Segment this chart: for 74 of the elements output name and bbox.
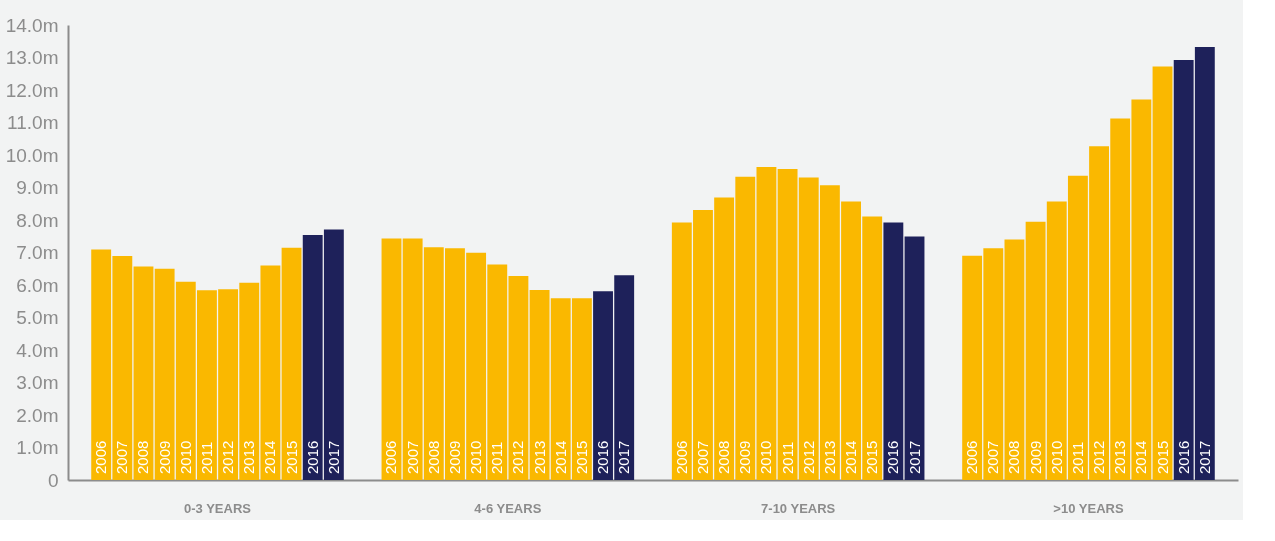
series-label: 2015 bbox=[572, 440, 590, 474]
bar bbox=[883, 222, 904, 480]
y-tick-label: 14.0m bbox=[5, 14, 59, 36]
series-label: 2017 bbox=[1195, 440, 1213, 474]
x-tick-label: >10 YEARS bbox=[1053, 500, 1124, 516]
bar bbox=[381, 238, 402, 480]
text: 2017 bbox=[615, 440, 633, 474]
text: 2007 bbox=[693, 440, 711, 474]
bar bbox=[904, 236, 925, 480]
x-tick-label: 0-3 YEARS bbox=[184, 500, 252, 516]
text: 2010 bbox=[176, 440, 194, 474]
series-label: 2013 bbox=[820, 440, 838, 474]
text: 2016 bbox=[303, 440, 321, 474]
y-tick-label: 11.0m bbox=[7, 112, 59, 133]
text: 2009 bbox=[445, 440, 463, 474]
text: 2006 bbox=[382, 440, 400, 474]
y-tick-label: 1.0m bbox=[16, 437, 59, 458]
text: 2007 bbox=[403, 440, 421, 474]
y-tick-label: 10.0m bbox=[5, 144, 59, 166]
text: 2016 bbox=[1174, 440, 1192, 474]
text: 2008 bbox=[715, 440, 733, 474]
bar bbox=[133, 266, 154, 480]
y-tick-label: 5.0m bbox=[16, 307, 59, 328]
text: 2009 bbox=[155, 440, 173, 474]
y-tick-label: 6.0m bbox=[16, 274, 59, 296]
text: 2011 bbox=[1068, 441, 1086, 474]
x-tick-label: 4-6 YEARS bbox=[474, 500, 542, 516]
text: 2007 bbox=[113, 440, 131, 474]
series-label: 2016 bbox=[594, 440, 612, 474]
text: 2017 bbox=[324, 440, 342, 474]
series-label: 2011 bbox=[197, 441, 215, 474]
y-tick-label: 4.0m bbox=[16, 339, 59, 361]
y-tick-label: 9.0m bbox=[16, 177, 59, 198]
text: 2013 bbox=[1111, 440, 1129, 474]
series-label: 2007 bbox=[984, 440, 1002, 474]
text: 2008 bbox=[1005, 440, 1023, 474]
text: 2006 bbox=[963, 440, 981, 474]
series-label: 2014 bbox=[1132, 440, 1150, 474]
y-tick-label: 3.0m bbox=[16, 372, 59, 393]
series-label: 2009 bbox=[1026, 440, 1044, 474]
y-tick-label: 7.0m bbox=[16, 242, 59, 263]
text: 2016 bbox=[884, 440, 902, 474]
text: 2013 bbox=[530, 440, 548, 474]
x-tick-label: 7-10 YEARS bbox=[761, 500, 836, 516]
y-tick-label: 13.0m bbox=[5, 47, 59, 68]
bar bbox=[281, 247, 302, 480]
y-tick-label: 12.0m bbox=[5, 79, 59, 101]
text: 2015 bbox=[1153, 440, 1171, 474]
y-tick-label: 0 bbox=[47, 469, 59, 491]
series-label: 2008 bbox=[424, 440, 442, 474]
text: 2006 bbox=[92, 440, 110, 474]
series-label: 2006 bbox=[672, 440, 690, 474]
series-label: 2012 bbox=[219, 440, 237, 474]
bar bbox=[1004, 239, 1025, 480]
y-tick-label: 8.0m bbox=[16, 209, 59, 231]
text: 2014 bbox=[261, 440, 279, 474]
text: 2011 bbox=[488, 441, 506, 474]
series-label: 2010 bbox=[757, 440, 775, 474]
text: 2017 bbox=[905, 440, 923, 474]
text: 2009 bbox=[736, 440, 754, 474]
text: 2015 bbox=[282, 440, 300, 474]
text: 2010 bbox=[467, 440, 485, 474]
text: 2008 bbox=[134, 440, 152, 474]
text: 2013 bbox=[240, 440, 258, 474]
text: 2011 bbox=[778, 441, 796, 474]
text: 2012 bbox=[799, 440, 817, 474]
text: 2014 bbox=[842, 440, 860, 474]
text: 2010 bbox=[1047, 440, 1065, 474]
y-tick-label: 2.0m bbox=[16, 404, 59, 426]
bar bbox=[1152, 66, 1173, 480]
text: 2012 bbox=[1090, 440, 1108, 474]
text: 2014 bbox=[551, 440, 569, 474]
text: 2015 bbox=[863, 440, 881, 474]
text: 2012 bbox=[509, 440, 527, 474]
